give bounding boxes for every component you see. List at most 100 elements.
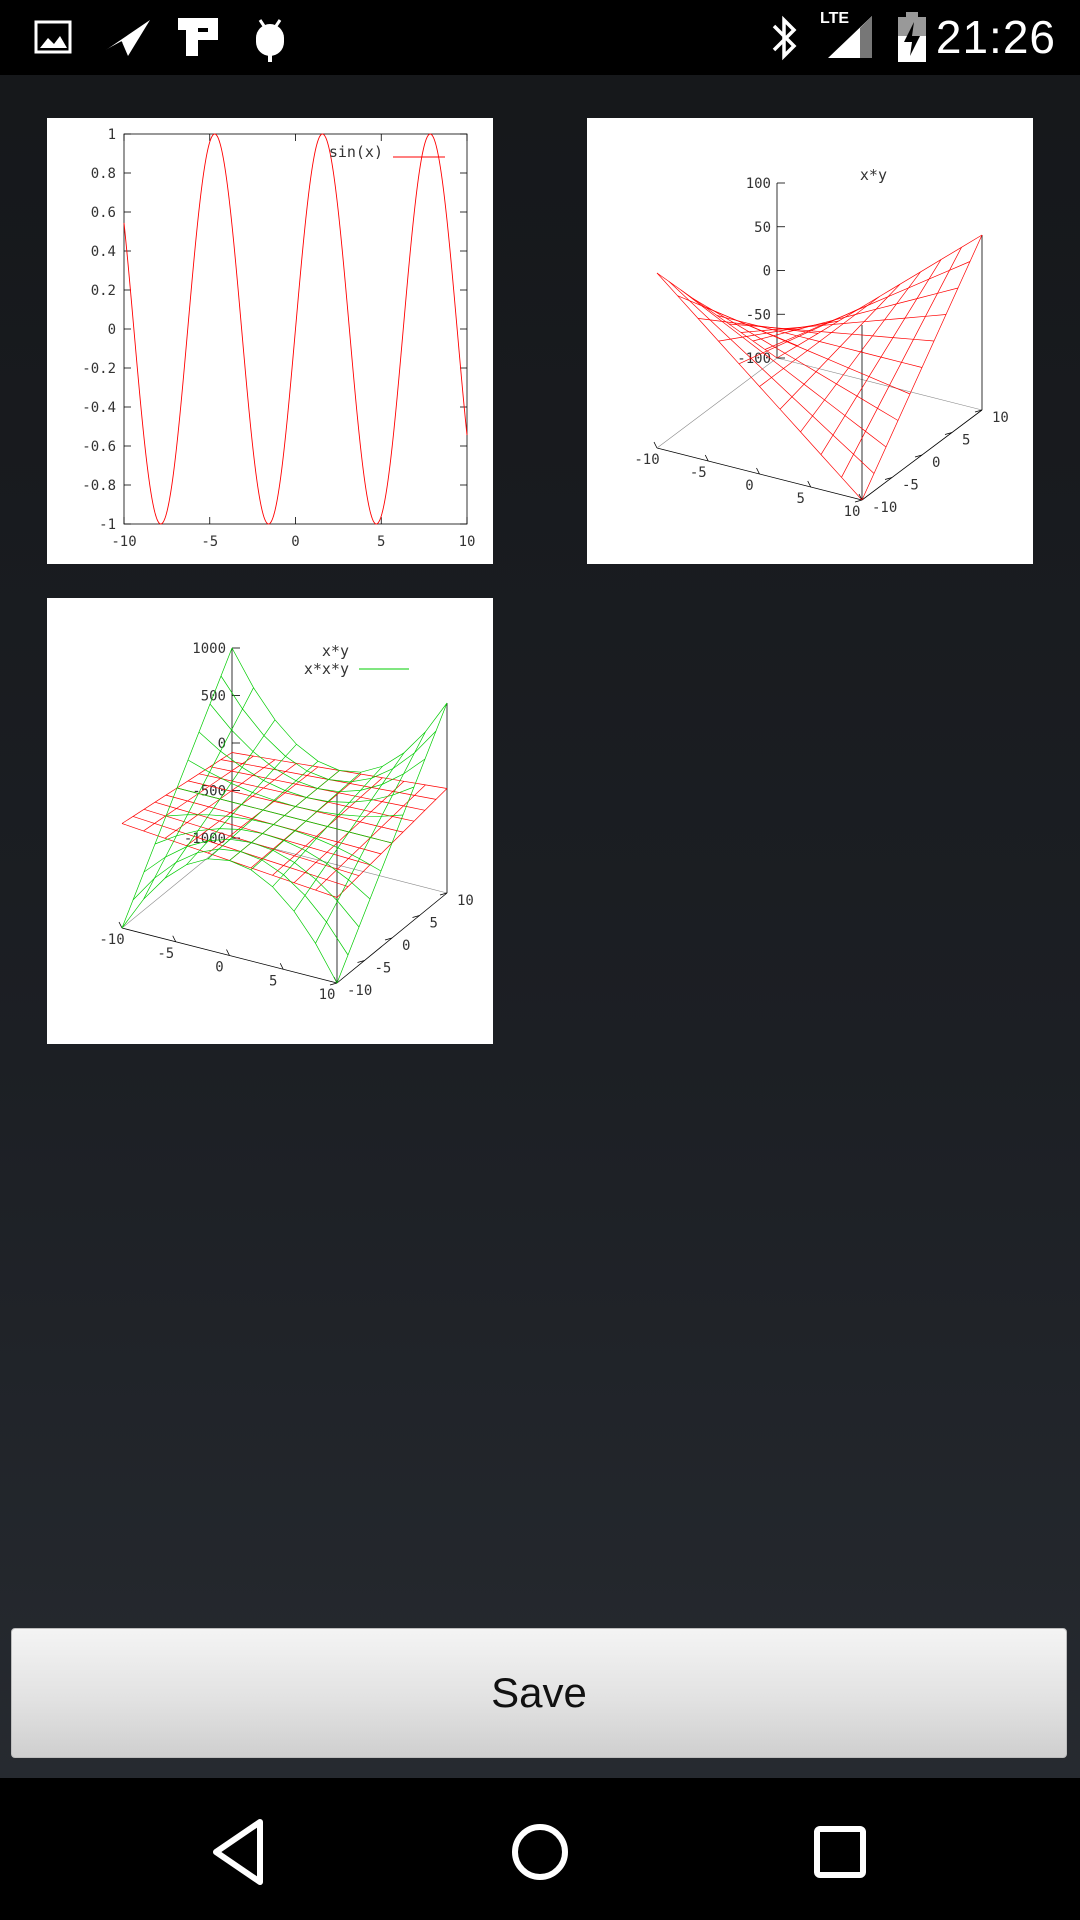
x-tick-mark [653, 441, 658, 449]
surface-mesh-line-1 [752, 287, 959, 342]
y-tick-mark [412, 915, 420, 918]
x-tick-mark [118, 921, 123, 929]
y-tick-label: 5 [962, 433, 970, 449]
x-tick-label: 0 [745, 478, 753, 494]
y-tick-label: -10 [347, 983, 372, 999]
surface-mesh-line-1 [861, 234, 983, 501]
y-tick-label: -0.2 [82, 361, 116, 377]
x-tick-label: -5 [157, 946, 174, 962]
y-tick-label: 0.6 [91, 205, 116, 221]
surface-mesh-line-1 [740, 314, 947, 333]
y-tick-label: -1 [99, 517, 116, 533]
surface-mesh-line-1 [779, 283, 901, 410]
legend-label: sin(x) [329, 143, 383, 161]
x-tick-mark [226, 949, 230, 956]
bluetooth-icon [772, 15, 797, 61]
battery-charging-icon [898, 12, 926, 62]
y-tick-label: -5 [902, 478, 919, 494]
surface-mesh-line-1 [841, 247, 962, 478]
plot-thumbnail-xy[interactable]: 100 50 0 -50 -100 -10 -5 0 5 10 -10 -5 0 5 10 x*y [587, 118, 1033, 564]
surface-mesh-line-1 [716, 315, 923, 368]
recents-icon[interactable] [800, 1812, 880, 1892]
surface-mesh-line-1 [764, 261, 971, 350]
y-tick-label: 1 [108, 127, 116, 143]
base-edge [776, 357, 983, 411]
navigation-bar [0, 1778, 1080, 1920]
surface-mesh-line-1 [776, 234, 983, 359]
back-icon[interactable] [200, 1812, 280, 1892]
x-tick-mark [279, 963, 284, 970]
z-tick-label: -50 [746, 307, 771, 323]
surface-mesh-line-2 [293, 752, 405, 912]
sin-series-line [123, 133, 468, 525]
gallery-icon [34, 20, 72, 54]
y-tick-label: 5 [430, 916, 438, 932]
y-tick-label: 0 [402, 938, 410, 954]
z-tick-label: -100 [737, 351, 771, 367]
surface-mesh-line-2 [272, 766, 383, 887]
surface-mesh-line-2 [187, 759, 404, 817]
home-icon[interactable] [500, 1812, 580, 1892]
plot-thumbnail-combined[interactable]: 1000 500 0 -500 -1000 -10 -5 0 5 10 -10 -5 0 5 10 x*y x*… [47, 598, 493, 1044]
surface-mesh-line-1 [800, 271, 921, 433]
y-tick-label: 10 [457, 893, 474, 909]
x-tick-label: 10 [319, 987, 336, 1003]
surface-mesh-line-2 [231, 647, 448, 773]
y-tick-label: 10 [992, 410, 1009, 426]
y-tick-label: -0.4 [82, 400, 116, 416]
z-tick-label: 0 [763, 264, 771, 280]
legend-label: x*y [860, 166, 887, 184]
x-tick-label: -5 [690, 465, 707, 481]
x-tick-label: 5 [797, 491, 805, 507]
z-tick-label: 500 [201, 689, 226, 705]
signal-icon [828, 16, 872, 58]
surface-mesh-line-2 [209, 703, 426, 793]
y-tick-mark [439, 892, 448, 896]
y-tick-label: 0.8 [91, 166, 116, 182]
z-tick-label: 100 [746, 176, 771, 192]
x-tick-mark [172, 935, 177, 942]
y-tick-mark [357, 960, 365, 963]
y-tick-mark [384, 937, 393, 941]
z-tick-label: 50 [754, 220, 771, 236]
y-tick-label: 0.4 [91, 244, 116, 260]
x-tick-label: 0 [215, 960, 223, 976]
base-edge [656, 357, 778, 449]
z-tick-label: 0 [218, 736, 226, 752]
x-tick-label: -5 [201, 534, 218, 550]
paper-plane-icon [99, 20, 150, 56]
y-tick-label: 0.2 [91, 283, 116, 299]
plot-thumbnail-sin[interactable]: 1 0.8 0.6 0.4 0.2 0 -0.2 -0.4 -0.6 -0.8 -1 -10 -5 0 5 1… [47, 118, 493, 564]
status-bar: LTE 21:26 [0, 0, 1080, 75]
sin-chart: 1 0.8 0.6 0.4 0.2 0 -0.2 -0.4 -0.6 -0.8 -1-10 -5 0 5 1… [82, 127, 475, 550]
legend-label: x*y [322, 642, 349, 660]
y-tick-mark [854, 499, 863, 503]
save-button[interactable]: Save [11, 1628, 1067, 1758]
x-tick-label: 0 [291, 534, 299, 550]
y-tick-label: -0.6 [82, 439, 116, 455]
z-tick-label: 1000 [192, 641, 226, 657]
clock: 21:26 [935, 11, 1056, 63]
surface-mesh-line-2 [198, 731, 415, 803]
x-tick-mark [807, 480, 812, 488]
y-tick-label: -5 [375, 961, 392, 977]
surface-mesh-line-2 [315, 731, 426, 944]
y-tick-label: 0 [932, 455, 940, 471]
app-icon [178, 18, 218, 56]
y-tick-mark [944, 432, 953, 435]
y-tick-mark [974, 409, 983, 413]
surface-mesh-line-1 [820, 259, 942, 455]
y-tick-label: 0 [108, 322, 116, 338]
y-tick-mark [914, 454, 923, 458]
surface-mesh-line-2 [336, 702, 448, 984]
y-tick-mark [329, 982, 338, 986]
base-edge [121, 837, 233, 929]
surface-mesh-line-2 [121, 858, 338, 984]
surface-mesh-line-2 [176, 787, 393, 844]
y-tick-label: -10 [872, 500, 897, 516]
x-tick-label: -10 [111, 534, 136, 550]
x-tick-label: 5 [377, 534, 385, 550]
x-tick-label: 10 [844, 504, 861, 520]
